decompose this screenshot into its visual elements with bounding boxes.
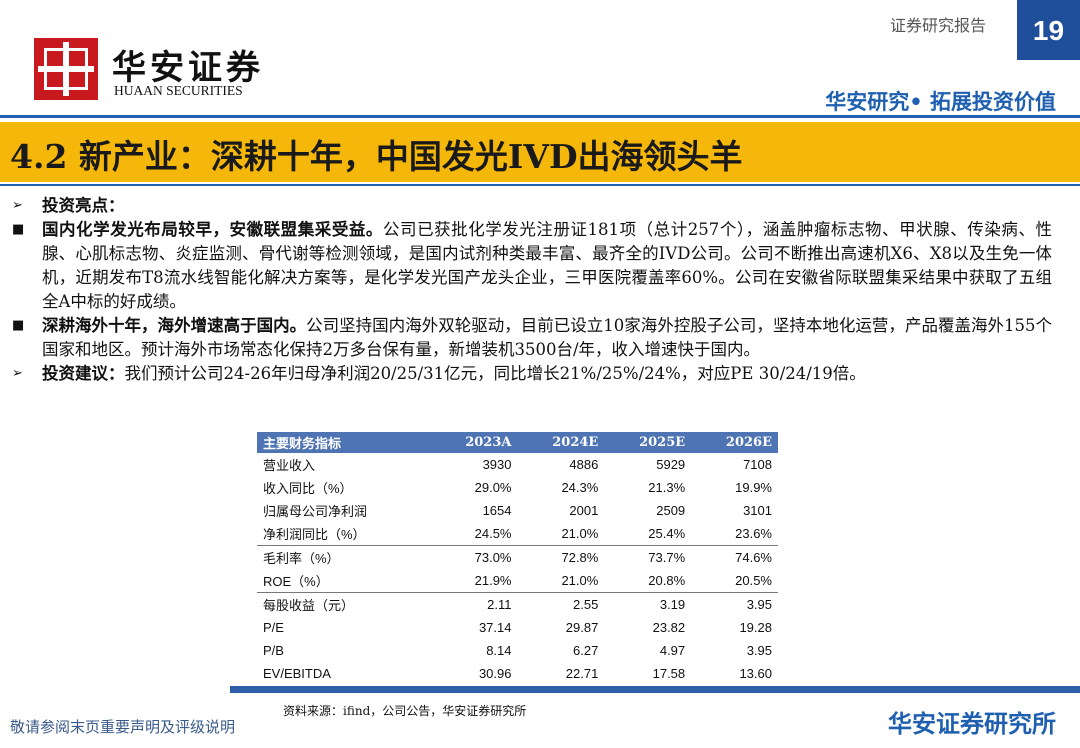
- header-cell: 2023A: [430, 432, 518, 453]
- bullet-bold: 投资亮点：: [42, 196, 125, 215]
- value-cell: 37.14: [478, 620, 512, 635]
- title-rule: [0, 184, 1080, 186]
- title-bar: 4.2 新产业：深耕十年，中国发光IVD出海领头羊: [0, 122, 1080, 182]
- bullet: ■ 深耕海外十年，海外增速高于国内。公司坚持国内海外双轮驱动，目前已设立10家海外…: [12, 316, 1052, 359]
- bullet: ■ 国内化学发光布局较早，安徽联盟集采受益。公司已获批化学发光注册证181项（总计…: [12, 220, 1052, 311]
- value-cell: 73.7%: [648, 550, 686, 565]
- value-cell: 4886: [569, 457, 599, 472]
- disclaimer: 敬请参阅末页重要声明及评级说明: [10, 718, 236, 736]
- bullet: ➢ 投资亮点：: [12, 196, 125, 215]
- value-cell: 2001: [569, 503, 599, 518]
- table-row: ROE（%） 21.9% 21.0% 20.8% 20.5%: [257, 569, 778, 593]
- bullet-bold: 投资建议：: [42, 364, 125, 383]
- value-cell: 1654: [482, 503, 512, 518]
- value-cell: 21.3%: [648, 480, 686, 495]
- label-cell: 收入同比（%）: [263, 481, 353, 496]
- bullet-bold: 深耕海外十年，海外增速高于国内。: [42, 316, 307, 335]
- value-cell: 21.0%: [517, 569, 605, 593]
- bullet-text: 我们预计公司24-26年归母净利润20/25/31亿元，同比增长21%/25%/…: [124, 364, 866, 383]
- value-cell: 30.96: [478, 666, 512, 681]
- value-cell: 21.0%: [517, 522, 605, 546]
- header-cell: 主要财务指标: [257, 432, 431, 453]
- table-row: 收入同比（%） 29.0% 24.3% 21.3% 19.9%: [257, 476, 778, 499]
- value-cell: 2509: [656, 503, 686, 518]
- value-cell: 6.27: [573, 643, 599, 658]
- value-cell: 22.71: [565, 666, 599, 681]
- slogan: 华安研究• 拓展投资价值: [825, 90, 1056, 114]
- value-cell: 2.11: [487, 597, 512, 612]
- label-cell: 毛利率（%）: [263, 551, 340, 566]
- label-cell: 营业收入: [263, 458, 316, 473]
- label-cell: EV/EBITDA: [263, 666, 331, 681]
- label-cell: ROE（%）: [257, 569, 431, 593]
- title: 4.2 新产业：深耕十年，中国发光IVD出海领头羊: [10, 137, 743, 176]
- bullet-text: 公司坚持国内海外双轮驱动，目前已设立10家海外控股子公司，坚持本地化运营，产品覆…: [42, 316, 1052, 359]
- table-row: 归属母公司净利润 1654 2001 2509 3101: [257, 499, 778, 522]
- value-cell: 20.5%: [691, 569, 778, 593]
- value-cell: 23.82: [652, 620, 686, 635]
- value-cell: 2.55: [573, 597, 599, 612]
- value-cell: 8.14: [486, 643, 512, 658]
- header-rule: [0, 115, 1080, 118]
- logo-en: HUAAN SECURITIES: [114, 83, 243, 98]
- label-cell: 归属母公司净利润: [263, 504, 368, 519]
- value-cell: 17.58: [652, 666, 686, 681]
- value-cell: 3.95: [746, 597, 772, 612]
- bullet-bold: 国内化学发光布局较早，安徽联盟集采受益。: [42, 220, 383, 239]
- table-row: 净利润同比（%） 24.5% 21.0% 25.4% 23.6%: [257, 522, 778, 546]
- value-cell: 21.9%: [430, 569, 518, 593]
- logo-cn: 华安证券: [112, 48, 264, 88]
- label-cell: P/B: [263, 643, 284, 658]
- value-cell: 7108: [743, 457, 772, 472]
- label-cell: 净利润同比（%）: [257, 522, 431, 546]
- value-cell: 72.8%: [561, 550, 599, 565]
- value-cell: 24.5%: [430, 522, 518, 546]
- value-cell: 73.0%: [474, 550, 512, 565]
- value-cell: 3930: [482, 457, 512, 472]
- value-cell: 19.28: [739, 620, 772, 635]
- value-cell: 25.4%: [604, 522, 692, 546]
- label-cell: P/E: [263, 620, 284, 635]
- financial-table: 主要财务指标 2023A 2024E 2025E 2026E 营业收入 3930 4886 59…: [257, 432, 778, 685]
- header-cell: 2024E: [517, 432, 605, 453]
- value-cell: 5929: [656, 457, 686, 472]
- table-row: P/B 8.14 6.27 4.97 3.95: [257, 639, 778, 662]
- value-cell: 29.0%: [474, 480, 512, 495]
- label-cell: 每股收益（元）: [263, 598, 355, 613]
- header-cell: 2026E: [691, 432, 778, 453]
- bullet-text: 公司已获批化学发光注册证181项（总计257个），涵盖肿瘤标志物、甲状腺、传染病…: [42, 220, 1052, 311]
- table-rule: [230, 686, 1080, 693]
- table-row: 毛利率（%） 73.0% 72.8% 73.7% 74.6%: [257, 546, 778, 570]
- value-cell: 3101: [743, 503, 772, 518]
- value-cell: 29.87: [565, 620, 599, 635]
- institute: 华安证券研究所: [888, 710, 1056, 738]
- table-row: EV/EBITDA 30.96 22.71 17.58 13.60: [257, 662, 778, 685]
- table-row: 每股收益（元） 2.11 2.55 3.19 3.95: [257, 593, 778, 617]
- value-cell: 3.19: [659, 597, 686, 612]
- table-header-row: 主要财务指标 2023A 2024E 2025E 2026E: [257, 432, 778, 453]
- value-cell: 13.60: [739, 666, 772, 681]
- source: 资料来源：ifind，公司公告，华安证券研究所: [283, 704, 527, 718]
- value-cell: 19.9%: [735, 480, 772, 495]
- logo-icon: [34, 38, 98, 100]
- value-cell: 4.97: [659, 643, 686, 658]
- report-type: 证券研究报告: [890, 16, 987, 35]
- value-cell: 23.6%: [691, 522, 778, 546]
- value-cell: 20.8%: [604, 569, 692, 593]
- table-row: 营业收入 3930 4886 5929 7108: [257, 453, 778, 476]
- value-cell: 74.6%: [735, 550, 772, 565]
- table-row: P/E 37.14 29.87 23.82 19.28: [257, 616, 778, 639]
- value-cell: 3.95: [746, 643, 772, 658]
- value-cell: 24.3%: [561, 480, 599, 495]
- page-number: 19: [1017, 0, 1080, 60]
- bullet: ➢ 投资建议：我们预计公司24-26年归母净利润20/25/31亿元，同比增长21…: [12, 364, 866, 383]
- header-cell: 2025E: [604, 432, 692, 453]
